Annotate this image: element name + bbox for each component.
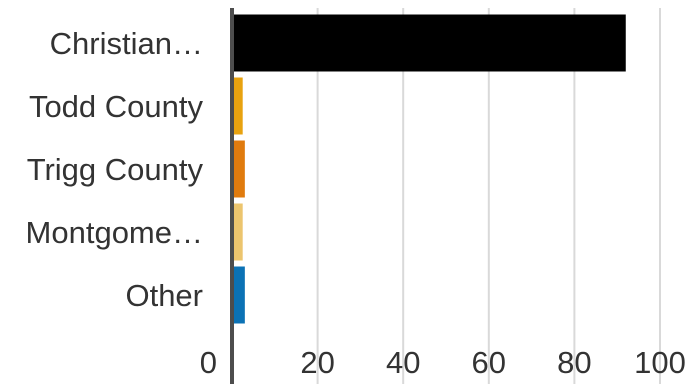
bar: [232, 140, 245, 198]
x-tick-label: 20: [300, 345, 334, 380]
x-tick-labels: 0 20 40 60 80 100: [200, 345, 686, 380]
category-labels: Christian… Todd County Trigg County Montgom…: [26, 26, 204, 313]
category-label: Other: [125, 278, 203, 313]
category-label: Trigg County: [27, 152, 204, 187]
bar: [232, 203, 243, 261]
x-tick-label: 60: [472, 345, 506, 380]
bar: [232, 14, 626, 72]
x-tick-label: 100: [634, 345, 686, 380]
category-label: Todd County: [29, 89, 204, 124]
x-tick-label: 80: [557, 345, 591, 380]
category-label: Montgome…: [26, 215, 203, 250]
bars: [232, 14, 626, 324]
category-label: Christian…: [50, 26, 203, 61]
x-tick-label: 0: [200, 345, 217, 380]
bar: [232, 266, 245, 324]
bar: [232, 77, 243, 135]
x-tick-label: 40: [386, 345, 420, 380]
